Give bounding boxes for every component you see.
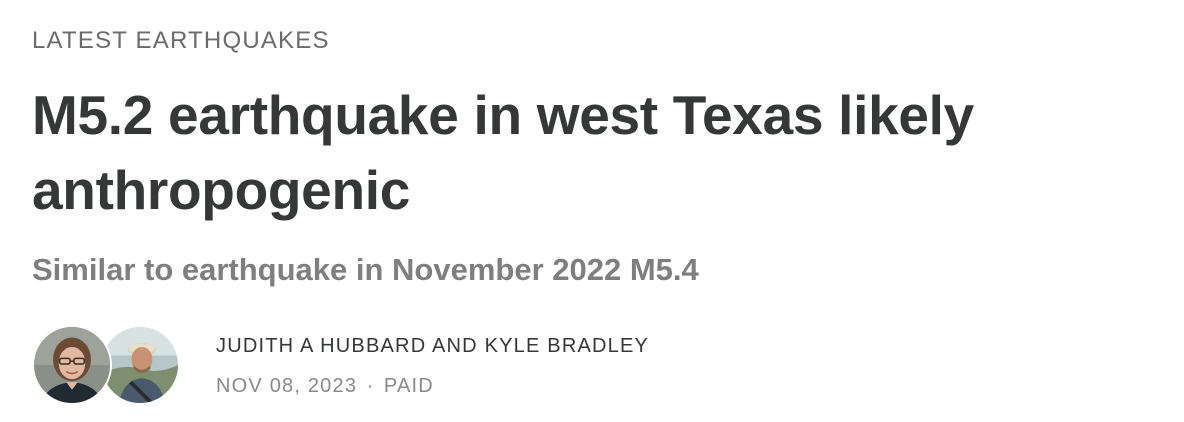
- avatar-photo-icon: [102, 327, 178, 403]
- section-label-link[interactable]: LATEST EARTHQUAKES: [32, 27, 330, 54]
- post-meta-line: NOV 08, 2023 ∙ PAID: [216, 375, 434, 398]
- authors-link[interactable]: JUDITH A HUBBARD AND KYLE BRADLEY: [216, 335, 650, 357]
- author-avatar-kyle[interactable]: [100, 325, 180, 405]
- post-subtitle: Similar to earthquake in November 2022 M…: [32, 252, 699, 287]
- byline-meta: JUDITH A HUBBARD AND KYLE BRADLEY NOV 08…: [216, 335, 650, 397]
- post-title: M5.2 earthquake in west Texas likely ant…: [32, 84, 974, 221]
- avatar-photo-icon: [34, 327, 110, 403]
- author-avatar-judith[interactable]: [32, 325, 112, 405]
- access-badge: PAID: [383, 375, 434, 397]
- byline: JUDITH A HUBBARD AND KYLE BRADLEY NOV 08…: [32, 325, 932, 407]
- post-date: NOV 08, 2023: [216, 375, 358, 397]
- meta-separator: ∙: [367, 375, 374, 397]
